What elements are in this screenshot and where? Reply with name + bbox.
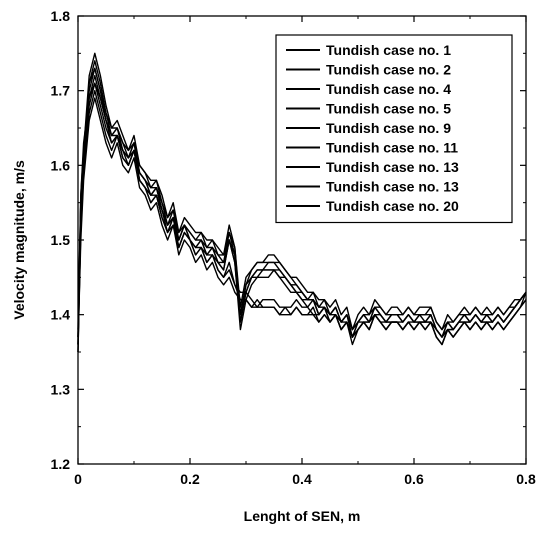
legend-label: Tundish case no. 4 bbox=[326, 81, 451, 97]
legend-label: Tundish case no. 13 bbox=[326, 179, 459, 195]
legend: Tundish case no. 1 Tundish case no. 2 Tund… bbox=[275, 34, 513, 224]
y-tick-label: 1.2 bbox=[51, 456, 71, 472]
legend-label: Tundish case no. 1 bbox=[326, 42, 451, 58]
y-tick-label: 1.6 bbox=[51, 157, 71, 173]
y-tick-label: 1.4 bbox=[51, 307, 71, 323]
legend-label: Tundish case no. 5 bbox=[326, 101, 451, 117]
x-axis-ticks: 0 0.2 0.4 0.6 0.8 bbox=[74, 16, 536, 487]
series-line-6 bbox=[77, 60, 527, 345]
y-tick-label: 1.5 bbox=[51, 232, 71, 248]
series-line-8 bbox=[77, 82, 527, 338]
series-line-9 bbox=[77, 67, 527, 353]
y-tick-label: 1.8 bbox=[51, 8, 71, 24]
y-tick-label: 1.3 bbox=[51, 381, 71, 397]
y-axis-title: Velocity magnitude, m/s bbox=[11, 160, 27, 320]
x-tick-label: 0.6 bbox=[404, 471, 424, 487]
series-layer bbox=[77, 52, 527, 353]
legend-label: Tundish case no. 13 bbox=[326, 159, 459, 175]
legend-label: Tundish case no. 20 bbox=[326, 198, 459, 214]
legend-label: Tundish case no. 9 bbox=[326, 120, 451, 136]
x-axis-title: Lenght of SEN, m bbox=[244, 508, 361, 524]
series-line-7 bbox=[77, 52, 527, 331]
x-tick-label: 0.4 bbox=[292, 471, 312, 487]
x-tick-label: 0.2 bbox=[180, 471, 200, 487]
legend-label: Tundish case no. 2 bbox=[326, 62, 451, 78]
y-axis-ticks: 1.2 1.3 1.4 1.5 1.6 1.7 1.8 bbox=[51, 8, 526, 472]
legend-label: Tundish case no. 11 bbox=[326, 140, 458, 156]
y-tick-label: 1.7 bbox=[51, 83, 71, 99]
x-tick-label: 0 bbox=[74, 471, 82, 487]
x-tick-label: 0.8 bbox=[516, 471, 536, 487]
